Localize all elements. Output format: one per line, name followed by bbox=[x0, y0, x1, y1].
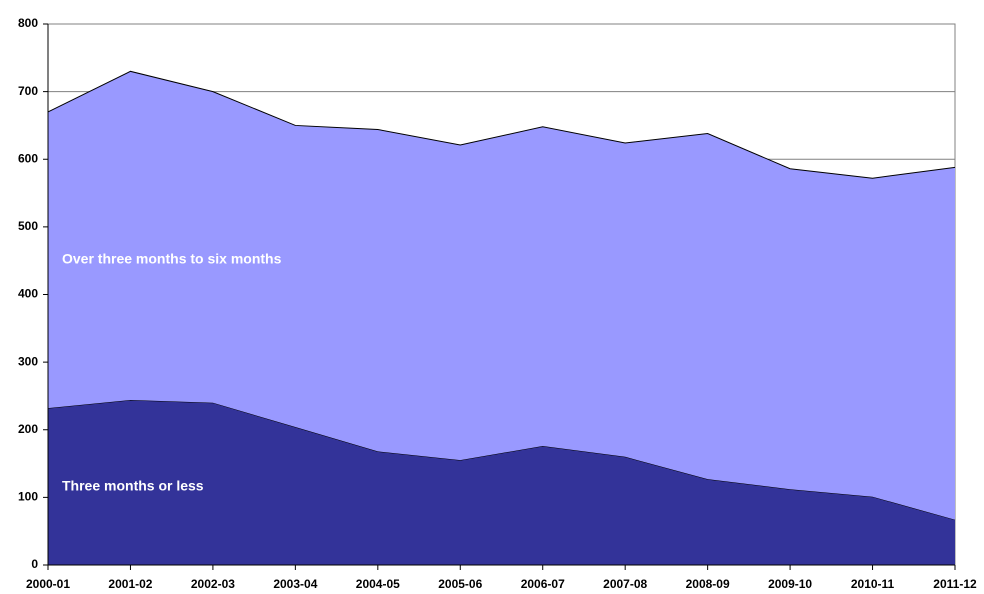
x-tick-label: 2010-11 bbox=[851, 577, 895, 591]
x-tick-label: 2006-07 bbox=[521, 577, 565, 591]
y-tick-label: 600 bbox=[18, 151, 38, 165]
y-tick-label: 500 bbox=[18, 219, 38, 233]
y-tick-label: 800 bbox=[18, 16, 38, 30]
y-tick-label: 200 bbox=[18, 422, 38, 436]
x-tick-label: 2007-08 bbox=[603, 577, 647, 591]
x-tick-label: 2008-09 bbox=[686, 577, 730, 591]
series-label: Three months or less bbox=[62, 477, 204, 493]
y-tick-label: 300 bbox=[18, 354, 38, 368]
x-tick-label: 2003-04 bbox=[273, 577, 317, 591]
y-tick-label: 0 bbox=[31, 557, 38, 571]
x-tick-label: 2002-03 bbox=[191, 577, 235, 591]
x-tick-label: 2009-10 bbox=[768, 577, 812, 591]
y-tick-label: 400 bbox=[18, 287, 38, 301]
x-tick-label: 2000-01 bbox=[26, 577, 70, 591]
x-tick-label: 2011-12 bbox=[933, 577, 977, 591]
area-edge bbox=[47, 70, 956, 179]
area bbox=[48, 399, 955, 565]
y-tick-label: 700 bbox=[18, 84, 38, 98]
series-label: Over three months to six months bbox=[62, 251, 282, 267]
area bbox=[48, 71, 955, 520]
x-tick-label: 2005-06 bbox=[438, 577, 482, 591]
y-tick-label: 100 bbox=[18, 490, 38, 504]
x-tick-label: 2004-05 bbox=[356, 577, 400, 591]
x-tick-label: 2001-02 bbox=[108, 577, 152, 591]
